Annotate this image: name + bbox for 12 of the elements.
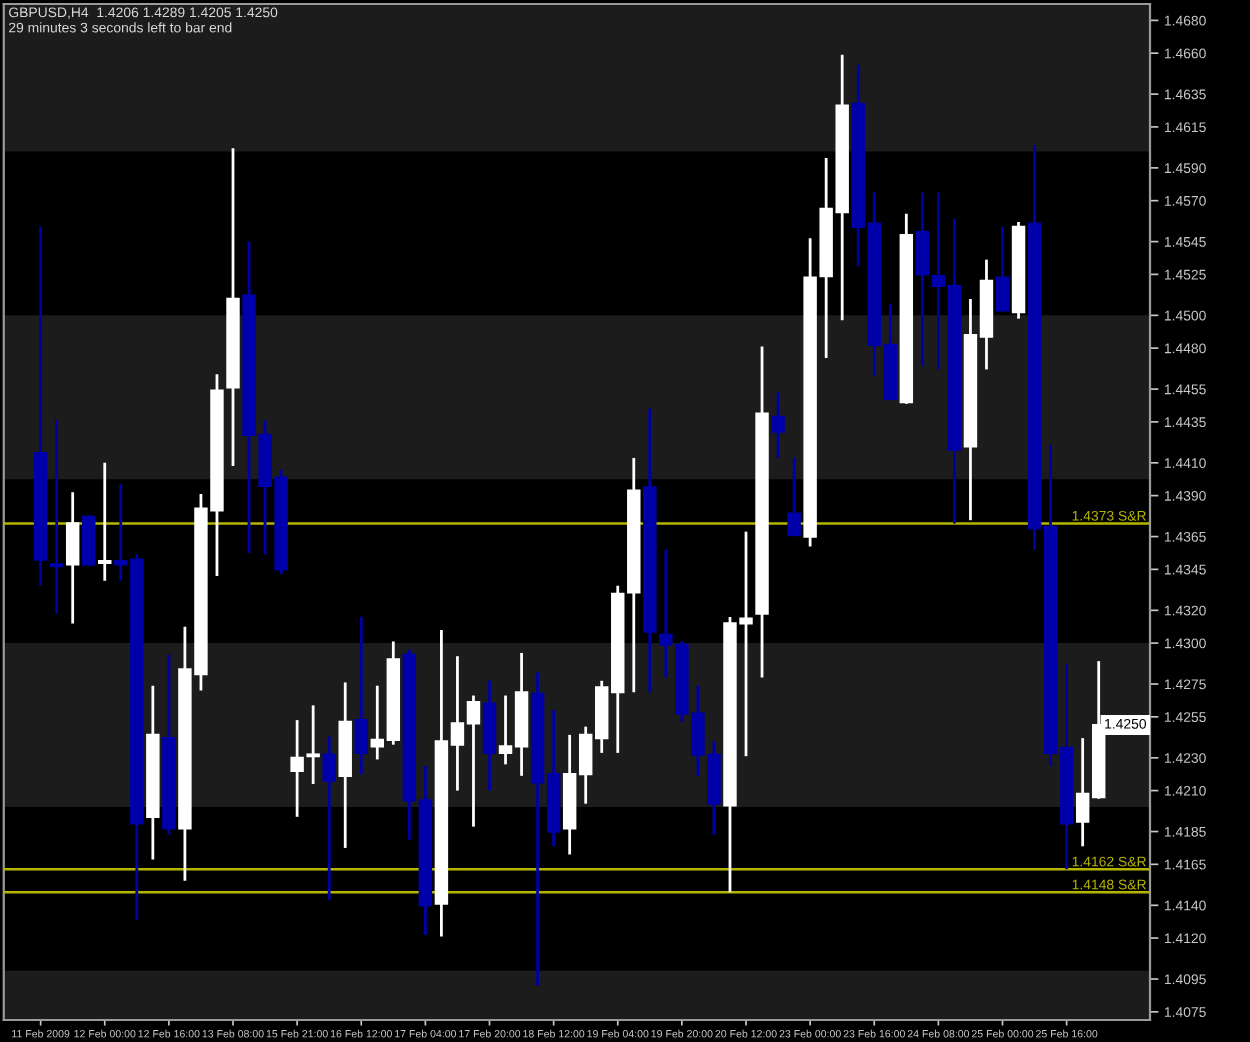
candlestick	[49, 418, 64, 615]
candlestick	[354, 615, 368, 776]
candlestick	[98, 461, 112, 583]
candlestick	[771, 390, 785, 460]
candlestick	[65, 490, 80, 625]
candlestick	[322, 735, 336, 902]
candlestick	[995, 225, 1010, 314]
candlestick	[915, 191, 930, 368]
candlestick	[306, 703, 320, 786]
candlestick	[82, 513, 96, 568]
candlestick	[290, 718, 304, 819]
candlestick	[787, 456, 801, 538]
